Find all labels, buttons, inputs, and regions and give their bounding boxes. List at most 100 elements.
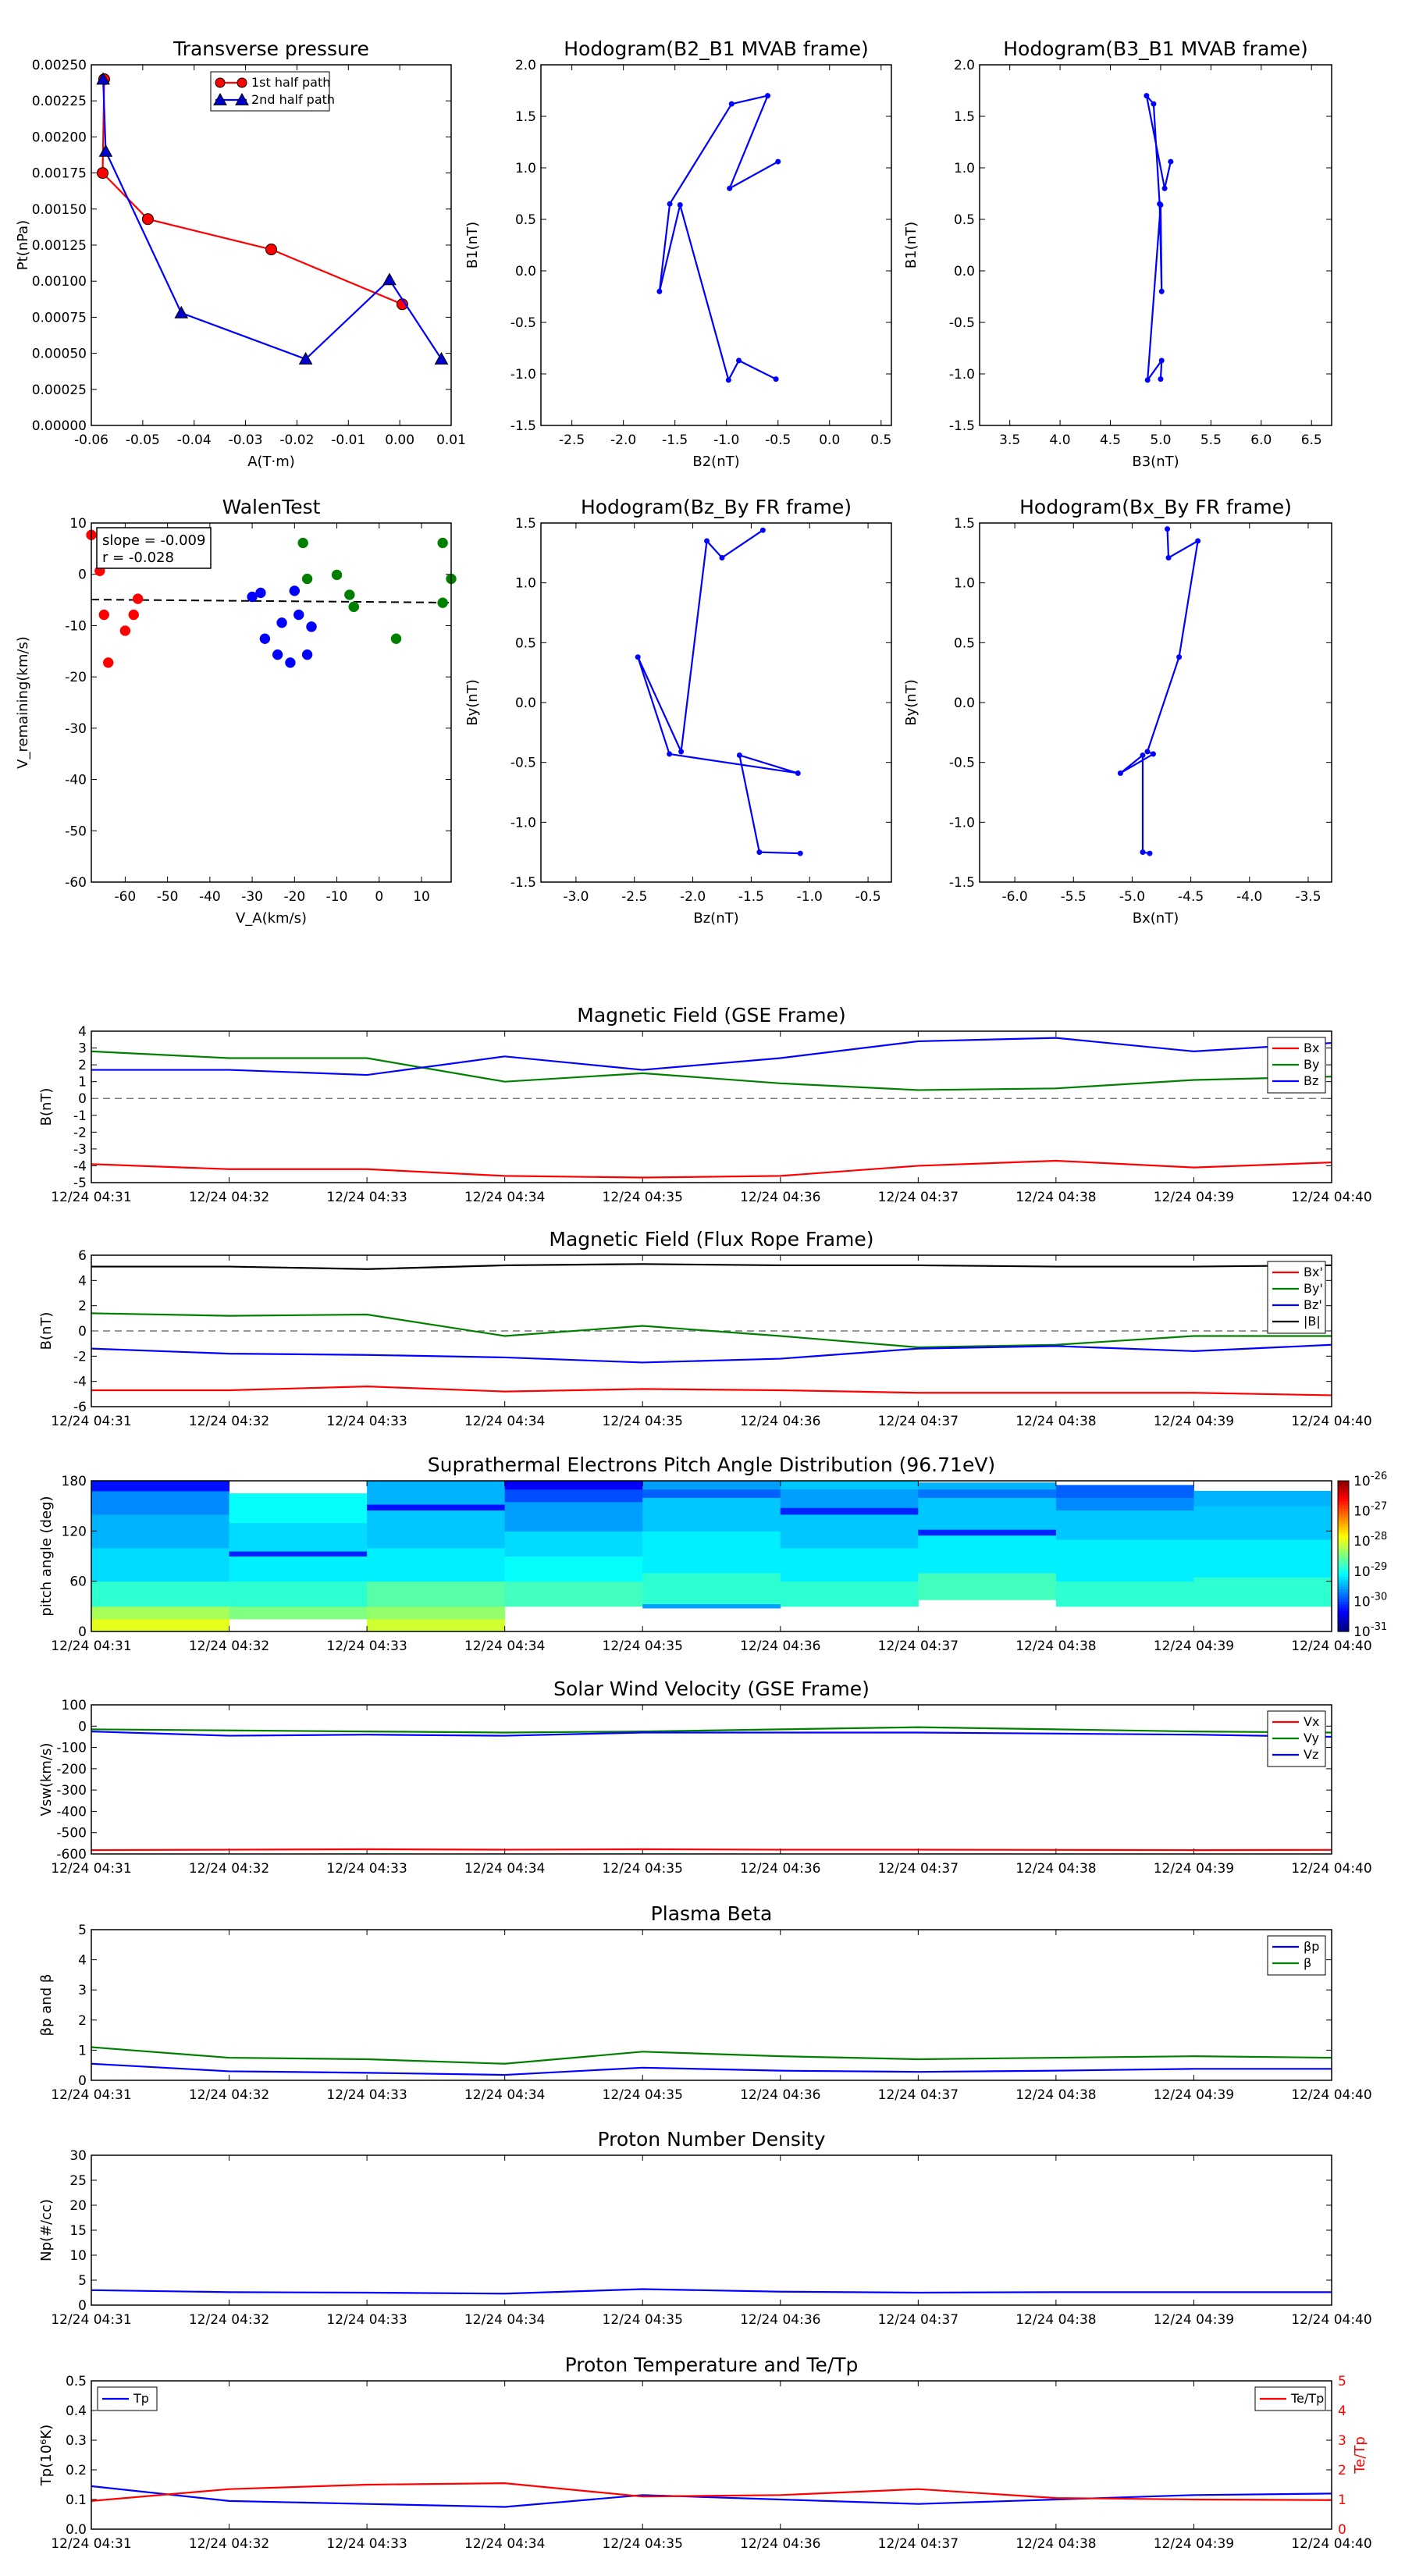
legend-box [210, 71, 330, 112]
x-tick-label: 12/24 04:32 [189, 1414, 269, 1429]
series-line [91, 1343, 1332, 1364]
data-point [297, 537, 308, 549]
y-tick-label: 0.00100 [32, 274, 87, 290]
colorbar-step [1338, 1583, 1349, 1587]
y-tick-label: 4 [78, 1024, 87, 1040]
colorbar-step [1338, 1513, 1349, 1517]
data-point [119, 625, 131, 636]
x-tick-label: -6.0 [1002, 889, 1028, 905]
heatmap-cell [780, 1481, 919, 1490]
x-tick-label: 12/24 04:33 [326, 1861, 407, 1877]
y-tick-label: 0.3 [66, 2433, 87, 2449]
colorbar-step [1338, 1543, 1349, 1547]
data-point [301, 573, 313, 585]
x-tick-label: 12/24 04:34 [464, 2087, 545, 2103]
x-tick-label: 12/24 04:38 [1016, 2536, 1096, 2552]
heatmap-cell [780, 1547, 919, 1582]
y-tick-label: 6 [78, 1248, 87, 1264]
x-tick-label: 5.5 [1200, 432, 1222, 448]
heatmap-cell [642, 1489, 781, 1498]
colorbar-step [1338, 1609, 1349, 1612]
x-tick-label: 12/24 04:40 [1291, 1638, 1371, 1654]
y-tick-label: 20 [69, 2198, 87, 2214]
y-tick-label: 0.2 [66, 2463, 87, 2478]
y-tick-label: -2 [73, 1125, 87, 1140]
data-point [1144, 749, 1151, 755]
chart-np: Proton Number Density 0 5 10 15 20 25 30 12/24 0… [38, 2128, 1372, 2328]
colorbar-step [1338, 1616, 1349, 1620]
y-tick-label: 0 [78, 568, 87, 583]
data-point [1147, 850, 1153, 856]
x-tick-label: 12/24 04:36 [740, 2087, 820, 2103]
y-axis-label: Np(#/cc) [38, 2199, 55, 2261]
colorbar-step [1338, 1571, 1349, 1574]
heatmap-cell [367, 1481, 506, 1505]
heatmap-cell [229, 1551, 368, 1557]
y-right-tick-label: 1 [1338, 2492, 1346, 2508]
chart-hodo-bxby: Hodogram(Bx_By FR frame) -1.5 -1.0 -0.5 0.0 0… [903, 496, 1332, 927]
chart-transverse: Transverse pressure 0.00000 0.00025 0.00050… [15, 37, 466, 470]
legend-label: Vy [1304, 1731, 1319, 1745]
x-tick-label: 12/24 04:31 [51, 1414, 131, 1429]
colorbar-step [1338, 1618, 1349, 1622]
colorbar-step [1338, 1553, 1349, 1557]
y-tick-label: 0.00150 [32, 202, 87, 218]
heatmap-cell [367, 1547, 506, 1582]
heatmap-cell [1055, 1581, 1194, 1607]
y-tick-label: 0.5 [515, 212, 536, 228]
colorbar-step [1338, 1621, 1349, 1624]
y-tick-label: 0.00200 [32, 130, 87, 145]
series-line [1145, 92, 1172, 383]
heatmap-cell [780, 1507, 919, 1515]
colorbar-step [1338, 1493, 1349, 1496]
x-tick-label: 12/24 04:33 [326, 1414, 407, 1429]
y-tick-label: 5 [78, 1923, 87, 1938]
colorbar-step [1338, 1614, 1349, 1617]
plot-frame [91, 522, 452, 883]
heatmap-cell [1193, 1490, 1332, 1507]
data-point [141, 213, 154, 226]
x-tick-label: -2.5 [559, 432, 585, 448]
colorbar-step [1338, 1496, 1349, 1500]
y-tick-label: 0.00175 [32, 166, 87, 182]
chart-title: Proton Number Density [598, 2128, 826, 2151]
data-point [678, 749, 685, 755]
y-tick-label: 0.00250 [32, 58, 87, 73]
x-tick-label: 12/24 04:37 [878, 1638, 959, 1654]
x-tick-label: -0.06 [74, 432, 108, 448]
y-tick-label: 1.5 [515, 516, 536, 532]
colorbar-step [1338, 1531, 1349, 1535]
y-tick-label: 0.00000 [32, 418, 87, 434]
y-tick-label: 30 [69, 2148, 87, 2164]
x-tick-label: 10 [413, 889, 430, 905]
y-tick-label: -0.5 [510, 756, 536, 771]
y-tick-label: 100 [62, 1698, 87, 1713]
data-point [174, 305, 189, 318]
legend: Bx' By'Bz' |B| [1267, 1261, 1326, 1334]
data-point [1158, 202, 1164, 208]
heatmap-cell [91, 1606, 230, 1620]
series-line [91, 1386, 1332, 1397]
x-tick-label: 12/24 04:36 [740, 1190, 820, 1205]
heatmap-cell [642, 1572, 781, 1605]
heatmap-cell [229, 1522, 368, 1552]
legend-left: Tp [97, 2386, 158, 2411]
colorbar-tick-label: 10 [1353, 1624, 1371, 1640]
y-tick-label: 0 [78, 1719, 87, 1735]
data-point [1165, 554, 1172, 560]
plot-frame [540, 64, 892, 426]
series-line [91, 1263, 1332, 1270]
y-tick-label: -2 [73, 1349, 87, 1364]
legend-label: βp [1304, 1939, 1319, 1954]
x-tick-label: 12/24 04:36 [740, 1414, 820, 1429]
x-tick-label: -2.0 [680, 889, 706, 905]
y-tick-label: 2.0 [954, 58, 975, 73]
y-tick-label: -1.0 [510, 367, 536, 382]
x-tick-label: 12/24 04:36 [740, 1861, 820, 1877]
y-tick-label: 0.5 [66, 2374, 87, 2389]
y-tick-label: 2 [78, 2013, 87, 2029]
x-tick-label: 12/24 04:32 [189, 2536, 269, 2552]
colorbar-step [1338, 1533, 1349, 1537]
chart-walen: WalenTest -60 -50 -40 -30 -20 -10 0 10 -60 -50 -40 -… [15, 496, 457, 927]
